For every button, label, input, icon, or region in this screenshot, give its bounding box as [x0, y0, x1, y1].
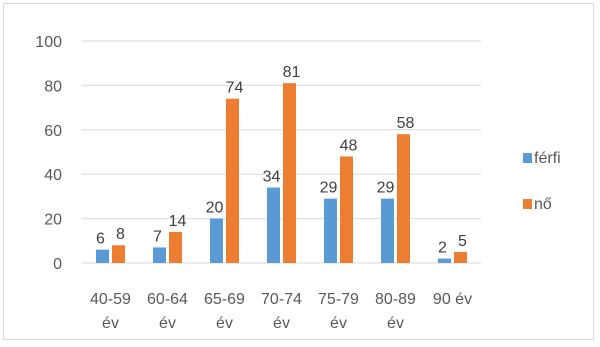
data-label-nő-5: 58 [397, 115, 415, 132]
bar-nő-3 [283, 83, 296, 264]
y-tick-label-100: 100 [35, 34, 62, 51]
bar-férfi-3 [267, 187, 280, 263]
data-label-férfi-1: 7 [153, 228, 162, 245]
legend-label-férfi: férfi [534, 150, 561, 167]
bar-nő-1 [169, 231, 182, 263]
bar-férfi-1 [153, 247, 166, 263]
legend: férfi nő [523, 150, 561, 213]
x-tick-label-0-1: év [102, 315, 119, 332]
bar-férfi-4 [324, 198, 337, 263]
data-label-férfi-6: 2 [438, 240, 447, 257]
y-tick-label-60: 60 [44, 123, 62, 140]
data-label-nő-3: 81 [283, 64, 301, 81]
data-label-nő-4: 48 [340, 137, 358, 154]
x-tick-label-6-0: 90 év [433, 291, 472, 308]
legend-swatch-férfi [523, 153, 532, 163]
data-label-nő-6: 5 [458, 233, 467, 250]
x-tick-label-1-0: 60-64 [147, 291, 188, 308]
bars [96, 83, 467, 264]
bar-nő-0 [112, 245, 125, 263]
data-label-nő-2: 74 [226, 80, 244, 97]
x-tick-label-4-0: 75-79 [318, 291, 359, 308]
bar-férfi-2 [210, 218, 223, 263]
x-axis: 40-59 év 60-64 év 65-69 év 70-74 év 75-79 év 80-89… [90, 291, 472, 332]
data-label-férfi-3: 34 [263, 169, 281, 186]
bar-nő-5 [397, 134, 410, 263]
data-label-férfi-2: 20 [206, 200, 224, 217]
gridlines [82, 40, 481, 264]
data-label-nő-0: 8 [116, 226, 125, 243]
bar-férfi-0 [96, 249, 109, 263]
bar-nő-2 [226, 98, 239, 263]
x-tick-label-2-0: 65-69 [204, 291, 245, 308]
chart-frame [3, 3, 594, 340]
y-tick-label-40: 40 [44, 167, 62, 184]
y-tick-label-0: 0 [53, 256, 62, 273]
bar-férfi-6 [438, 258, 451, 263]
x-tick-label-3-1: év [273, 315, 290, 332]
x-tick-label-1-1: év [159, 315, 176, 332]
data-label-férfi-5: 29 [377, 180, 395, 197]
x-tick-label-0-0: 40-59 [90, 291, 131, 308]
data-label-nő-1: 14 [169, 213, 187, 230]
y-axis: 0 20 40 60 80 100 [35, 34, 62, 273]
x-tick-label-2-1: év [216, 315, 233, 332]
legend-label-nő: nő [534, 196, 552, 213]
legend-swatch-nő [523, 199, 532, 209]
bar-férfi-5 [381, 198, 394, 263]
x-tick-label-4-1: év [330, 315, 347, 332]
bar-nő-4 [340, 156, 353, 263]
x-tick-label-5-1: év [387, 315, 404, 332]
data-label-férfi-0: 6 [96, 231, 105, 248]
y-tick-label-80: 80 [44, 78, 62, 95]
x-tick-label-5-0: 80-89 [375, 291, 416, 308]
data-label-férfi-4: 29 [320, 180, 338, 197]
y-tick-label-20: 20 [44, 212, 62, 229]
data-labels: 6 8 7 14 20 74 34 81 29 48 29 58 2 5 [96, 64, 467, 256]
bar-nő-6 [454, 251, 467, 263]
x-tick-label-3-0: 70-74 [261, 291, 302, 308]
